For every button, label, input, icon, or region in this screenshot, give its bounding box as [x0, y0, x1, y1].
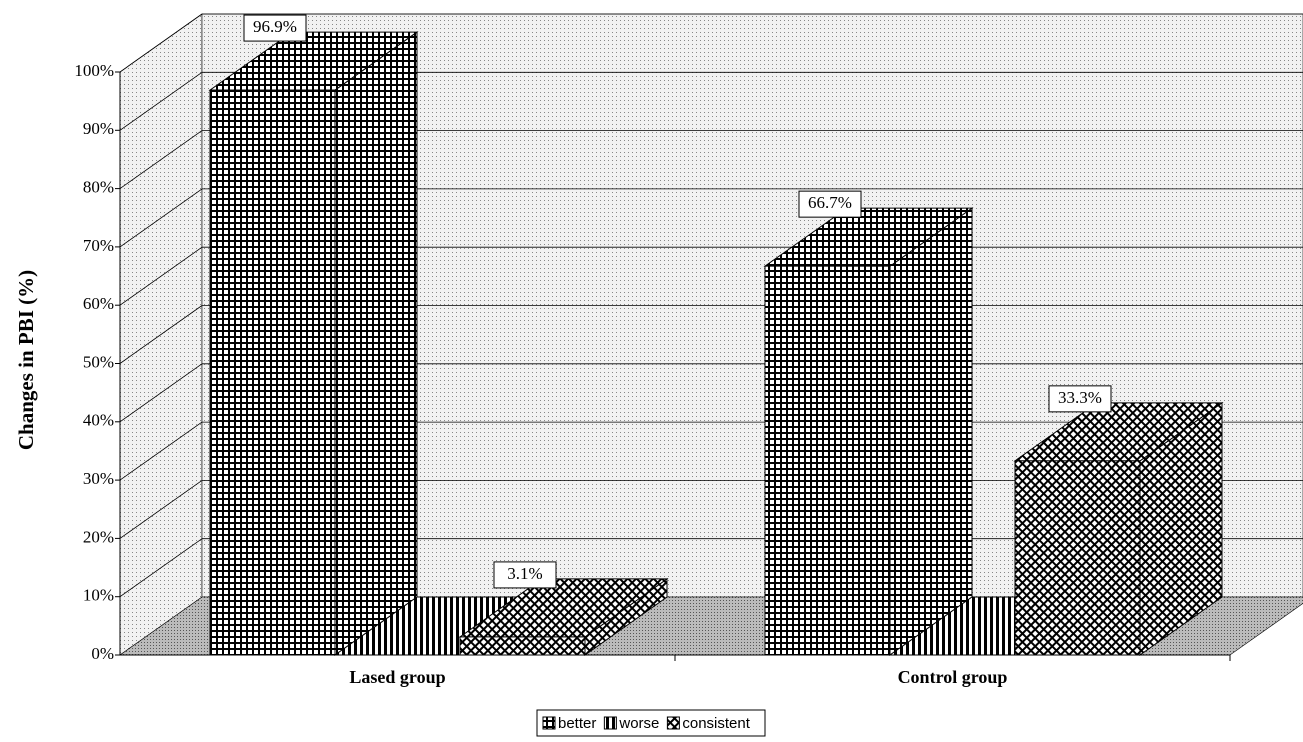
bar-side: [334, 31, 418, 656]
y-tick-label: 50%: [83, 352, 114, 371]
y-tick-label: 100%: [74, 61, 114, 80]
bar: [459, 636, 586, 656]
legend-label: better: [558, 715, 596, 732]
grid-line: [119, 13, 203, 73]
grid-line: [119, 363, 203, 423]
legend-box: [536, 709, 766, 737]
y-tick-label: 70%: [83, 236, 114, 255]
bar: [209, 89, 336, 656]
y-tick-label: 80%: [83, 178, 114, 197]
y-tick-label: 10%: [83, 586, 114, 605]
x-tick-label: Control group: [898, 667, 1008, 687]
legend-label: worse: [618, 715, 659, 732]
x-tick-label: Lased group: [349, 667, 445, 687]
y-axis-label: Changes in PBI (%): [14, 270, 38, 450]
y-tick-label: 40%: [83, 411, 114, 430]
y-tick-label: 60%: [83, 294, 114, 313]
legend-swatch: [542, 716, 556, 730]
value-label-box: [493, 561, 557, 589]
grid-line: [119, 480, 203, 539]
y-tick-label: 30%: [83, 469, 114, 488]
value-label: 33.3%: [1058, 388, 1102, 407]
y-tick-label: 20%: [83, 527, 114, 546]
y-tick-label: 0%: [91, 644, 114, 663]
legend-swatch: [666, 716, 680, 730]
value-label-box: [1048, 385, 1112, 413]
grid-line: [119, 421, 203, 481]
legend-label: consistent: [682, 715, 750, 732]
value-label: 96.9%: [253, 17, 297, 36]
value-label-box: [798, 190, 862, 218]
grid-line: [119, 188, 203, 248]
legend-swatch: [603, 716, 617, 730]
grid-line: [119, 538, 203, 598]
grid-line: [119, 130, 203, 189]
bar-side: [889, 207, 973, 656]
value-label-box: [243, 14, 307, 42]
bar: [1014, 460, 1141, 656]
grid-line: [119, 305, 203, 364]
value-label: 3.1%: [507, 564, 542, 583]
grid-line: [119, 246, 203, 306]
y-tick-label: 90%: [83, 119, 114, 138]
value-label: 66.7%: [808, 193, 852, 212]
bar: [764, 265, 891, 656]
grid-line: [119, 71, 203, 131]
